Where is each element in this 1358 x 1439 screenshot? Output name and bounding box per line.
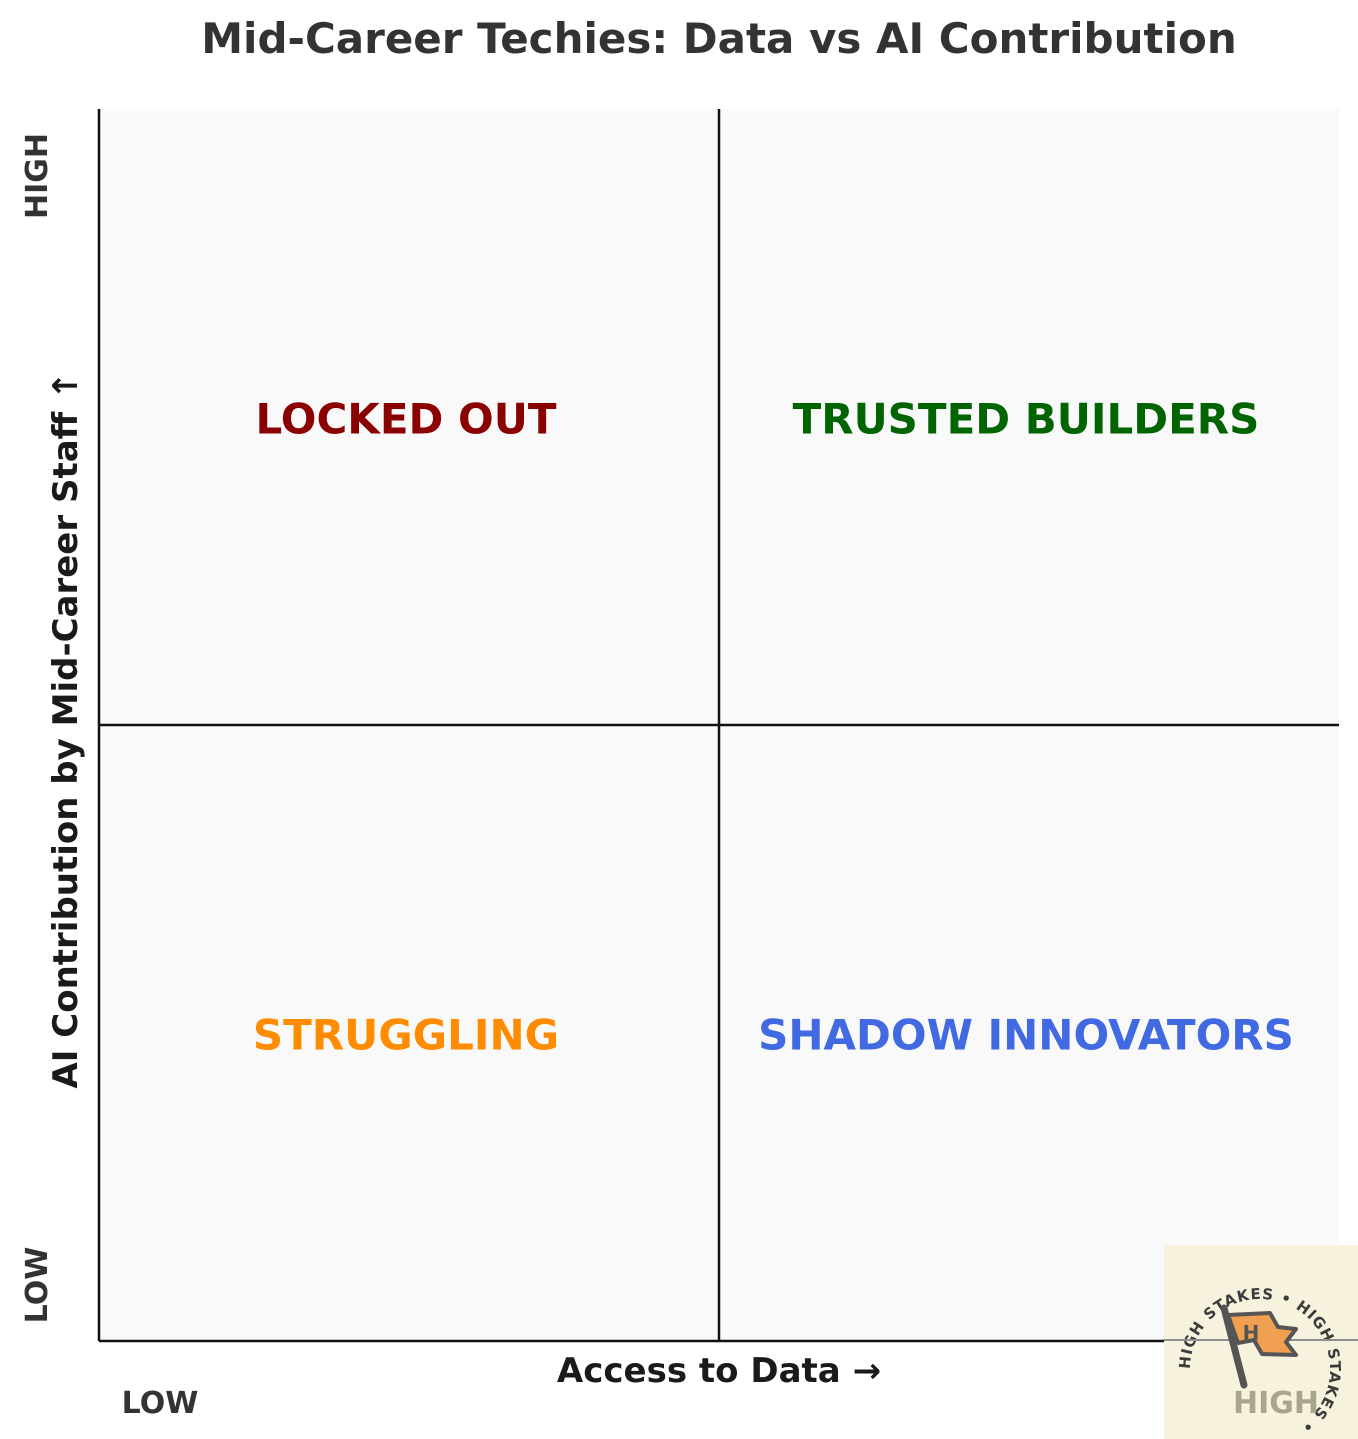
high-stakes-logo: HIGH STAKES • HIGH STAKES • H HIGH (1164, 1245, 1358, 1439)
y-tick-high: HIGH (20, 133, 55, 219)
logo-word: HIGH (1233, 1386, 1319, 1421)
quadrant-label-top-right: TRUSTED BUILDERS (793, 395, 1260, 444)
quadrant-label-top-left: LOCKED OUT (256, 395, 557, 444)
x-axis-label: Access to Data → (557, 1351, 881, 1391)
quadrant-label-bottom-left: STRUGGLING (253, 1011, 559, 1060)
y-axis-label: AI Contribution by Mid-Career Staff ↑ (46, 371, 86, 1088)
quadrant-labels: LOCKED OUT TRUSTED BUILDERS STRUGGLING SHAD… (253, 395, 1294, 1060)
quadrant-label-bottom-right: SHADOW INNOVATORS (758, 1011, 1294, 1060)
svg-text:H: H (1243, 1321, 1260, 1345)
flag-icon: H (1220, 1304, 1298, 1389)
x-tick-low: LOW (122, 1386, 199, 1421)
y-tick-low: LOW (20, 1247, 55, 1324)
chart-title: Mid-Career Techies: Data vs AI Contribut… (201, 14, 1236, 63)
